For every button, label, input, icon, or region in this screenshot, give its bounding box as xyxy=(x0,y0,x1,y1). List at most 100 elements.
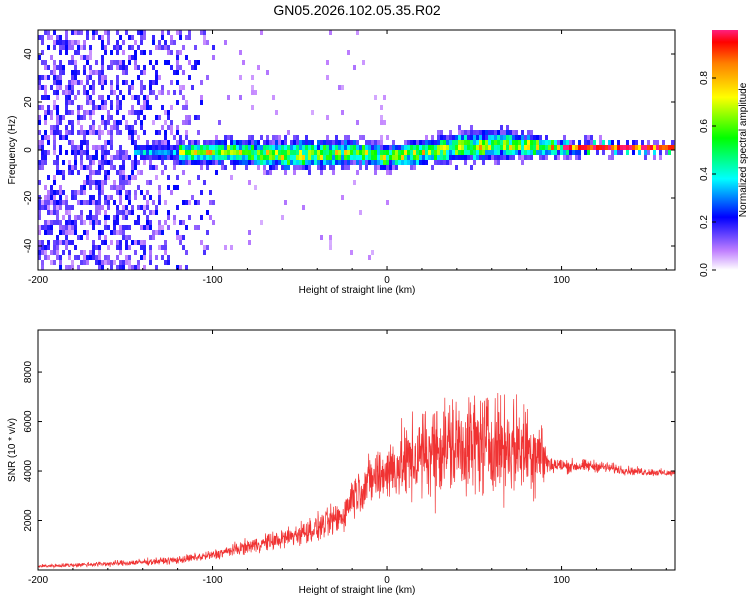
heatmap-cell xyxy=(83,85,86,90)
heatmap-cell xyxy=(113,60,116,65)
heatmap-cell xyxy=(143,155,146,160)
heatmap-cell xyxy=(422,160,425,165)
heatmap-cell xyxy=(167,90,170,95)
heatmap-cell xyxy=(551,145,554,150)
heatmap-cell xyxy=(62,45,65,50)
heatmap-cell xyxy=(290,150,293,155)
heatmap-cell xyxy=(86,145,89,150)
heatmap-cell xyxy=(305,160,308,165)
heatmap-cell xyxy=(437,155,440,160)
heatmap-cell xyxy=(161,125,164,130)
heatmap-cell xyxy=(281,145,284,150)
heatmap-cell xyxy=(68,215,71,220)
heatmap-cell xyxy=(566,145,569,150)
heatmap-cell xyxy=(176,230,179,235)
heatmap-cell xyxy=(68,60,71,65)
heatmap-cell xyxy=(329,160,332,165)
heatmap-cell xyxy=(68,265,71,270)
heatmap-cell xyxy=(143,205,146,210)
heatmap-cell xyxy=(125,235,128,240)
heatmap-cell xyxy=(41,265,44,270)
heatmap-cell xyxy=(104,225,107,230)
heatmap-cell xyxy=(413,165,416,170)
heatmap-cell xyxy=(134,265,137,270)
heatmap-cell xyxy=(140,170,143,175)
heatmap-cell xyxy=(212,45,215,50)
heatmap-cell xyxy=(95,30,98,35)
heatmap-cell xyxy=(59,120,62,125)
heatmap-cell xyxy=(101,240,104,245)
heatmap-cell xyxy=(68,165,71,170)
heatmap-cell xyxy=(74,195,77,200)
heatmap-cell xyxy=(515,130,518,135)
heatmap-cell xyxy=(176,80,179,85)
heatmap-cell xyxy=(527,130,530,135)
heatmap-cell xyxy=(80,220,83,225)
heatmap-cell xyxy=(83,45,86,50)
heatmap-cell xyxy=(362,135,365,140)
heatmap-cell xyxy=(242,155,245,160)
heatmap-cell xyxy=(56,165,59,170)
heatmap-cell xyxy=(455,150,458,155)
heatmap-cell xyxy=(437,145,440,150)
heatmap-cell xyxy=(350,160,353,165)
heatmap-cell xyxy=(53,30,56,35)
heatmap-cell xyxy=(161,155,164,160)
heatmap-cell xyxy=(98,205,101,210)
heatmap-cell xyxy=(443,160,446,165)
heatmap-cell xyxy=(173,160,176,165)
heatmap-cell xyxy=(62,175,65,180)
heatmap-cell xyxy=(89,220,92,225)
heatmap-cell xyxy=(374,160,377,165)
heatmap-cell xyxy=(179,140,182,145)
heatmap-cell xyxy=(338,85,341,90)
heatmap-cell xyxy=(116,210,119,215)
heatmap-cell xyxy=(329,145,332,150)
heatmap-cell xyxy=(362,145,365,150)
heatmap-cell xyxy=(44,120,47,125)
heatmap-cell xyxy=(77,145,80,150)
heatmap-cell xyxy=(119,65,122,70)
heatmap-cell xyxy=(53,145,56,150)
heatmap-cell xyxy=(362,60,365,65)
heatmap-cell xyxy=(200,100,203,105)
heatmap-cell xyxy=(104,260,107,265)
heatmap-cell xyxy=(104,195,107,200)
heatmap-cell xyxy=(74,215,77,220)
heatmap-cell xyxy=(473,160,476,165)
heatmap-cell xyxy=(269,150,272,155)
heatmap-cell xyxy=(323,140,326,145)
chart-title: GN05.2026.102.05.35.R02 xyxy=(273,2,441,18)
heatmap-cell xyxy=(104,125,107,130)
heatmap-cell xyxy=(419,160,422,165)
heatmap-cell xyxy=(521,135,524,140)
heatmap-cell xyxy=(119,170,122,175)
heatmap-cell xyxy=(176,130,179,135)
heatmap-cell xyxy=(77,255,80,260)
heatmap-cell xyxy=(311,110,314,115)
heatmap-cell xyxy=(248,135,251,140)
heatmap-cell xyxy=(53,180,56,185)
heatmap-cell xyxy=(140,255,143,260)
heatmap-cell xyxy=(146,145,149,150)
heatmap-cell xyxy=(98,220,101,225)
heatmap-cell xyxy=(191,150,194,155)
heatmap-cell xyxy=(242,140,245,145)
heatmap-cell xyxy=(263,140,266,145)
heatmap-cell xyxy=(170,35,173,40)
heatmap-cell xyxy=(77,90,80,95)
heatmap-cell xyxy=(545,155,548,160)
heatmap-cell xyxy=(458,140,461,145)
heatmap-cell xyxy=(182,220,185,225)
heatmap-cell xyxy=(356,155,359,160)
heatmap-cell xyxy=(59,190,62,195)
heatmap-cell xyxy=(257,150,260,155)
heatmap-cell xyxy=(320,170,323,175)
heatmap-cell xyxy=(362,160,365,165)
heatmap-cell xyxy=(230,245,233,250)
heatmap-cell xyxy=(89,185,92,190)
heatmap-cell xyxy=(149,220,152,225)
heatmap-cell xyxy=(83,220,86,225)
heatmap-cell xyxy=(377,160,380,165)
heatmap-cell xyxy=(326,155,329,160)
